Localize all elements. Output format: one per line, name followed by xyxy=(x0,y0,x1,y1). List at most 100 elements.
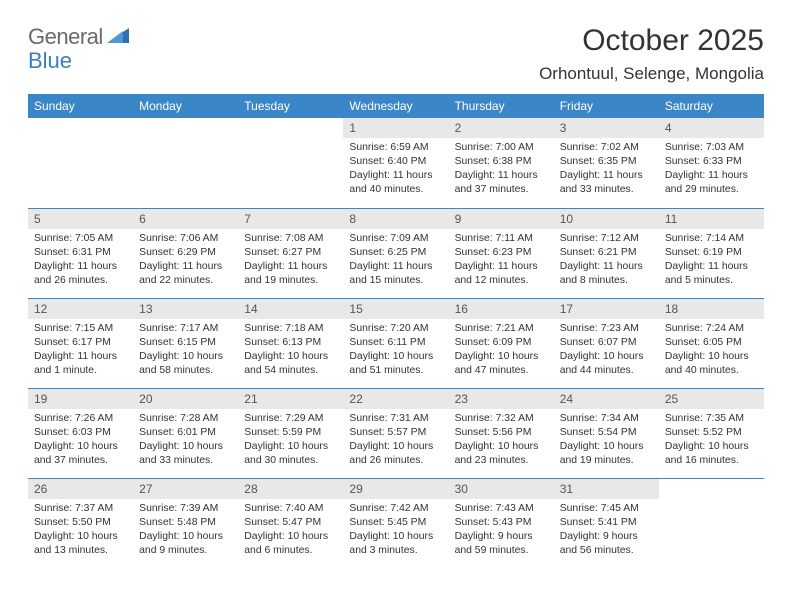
daylight-line: Daylight: 10 hours and 26 minutes. xyxy=(349,440,442,468)
day-details: Sunrise: 7:06 AMSunset: 6:29 PMDaylight:… xyxy=(133,229,238,294)
day-number: 12 xyxy=(28,299,133,319)
day-details: Sunrise: 7:37 AMSunset: 5:50 PMDaylight:… xyxy=(28,499,133,564)
sunset-line: Sunset: 5:52 PM xyxy=(665,426,758,440)
sunset-line: Sunset: 6:11 PM xyxy=(349,336,442,350)
sunrise-line: Sunrise: 7:18 AM xyxy=(244,322,337,336)
day-number: 27 xyxy=(133,479,238,499)
weekday-header: Saturday xyxy=(659,94,764,118)
daylight-line: Daylight: 10 hours and 13 minutes. xyxy=(34,530,127,558)
calendar-day-cell: 31Sunrise: 7:45 AMSunset: 5:41 PMDayligh… xyxy=(554,478,659,568)
daylight-line: Daylight: 10 hours and 33 minutes. xyxy=(139,440,232,468)
sunset-line: Sunset: 6:27 PM xyxy=(244,246,337,260)
daylight-line: Daylight: 10 hours and 16 minutes. xyxy=(665,440,758,468)
sunrise-line: Sunrise: 7:42 AM xyxy=(349,502,442,516)
sunrise-line: Sunrise: 7:24 AM xyxy=(665,322,758,336)
day-details: Sunrise: 7:20 AMSunset: 6:11 PMDaylight:… xyxy=(343,319,448,384)
calendar-day-cell: 30Sunrise: 7:43 AMSunset: 5:43 PMDayligh… xyxy=(449,478,554,568)
sunrise-line: Sunrise: 6:59 AM xyxy=(349,141,442,155)
sunrise-line: Sunrise: 7:32 AM xyxy=(455,412,548,426)
day-number: 6 xyxy=(133,209,238,229)
day-number: 25 xyxy=(659,389,764,409)
day-details: Sunrise: 7:35 AMSunset: 5:52 PMDaylight:… xyxy=(659,409,764,474)
daylight-line: Daylight: 10 hours and 44 minutes. xyxy=(560,350,653,378)
daylight-line: Daylight: 10 hours and 47 minutes. xyxy=(455,350,548,378)
daylight-line: Daylight: 11 hours and 5 minutes. xyxy=(665,260,758,288)
daylight-line: Daylight: 9 hours and 56 minutes. xyxy=(560,530,653,558)
sunrise-line: Sunrise: 7:40 AM xyxy=(244,502,337,516)
day-details: Sunrise: 7:26 AMSunset: 6:03 PMDaylight:… xyxy=(28,409,133,474)
calendar-empty-cell xyxy=(659,478,764,568)
daylight-line: Daylight: 11 hours and 22 minutes. xyxy=(139,260,232,288)
daylight-line: Daylight: 11 hours and 40 minutes. xyxy=(349,169,442,197)
sunrise-line: Sunrise: 7:15 AM xyxy=(34,322,127,336)
day-details: Sunrise: 7:08 AMSunset: 6:27 PMDaylight:… xyxy=(238,229,343,294)
calendar-empty-cell xyxy=(238,118,343,208)
day-details: Sunrise: 7:43 AMSunset: 5:43 PMDaylight:… xyxy=(449,499,554,564)
daylight-line: Daylight: 11 hours and 19 minutes. xyxy=(244,260,337,288)
calendar-day-cell: 26Sunrise: 7:37 AMSunset: 5:50 PMDayligh… xyxy=(28,478,133,568)
calendar-week-row: 26Sunrise: 7:37 AMSunset: 5:50 PMDayligh… xyxy=(28,478,764,568)
sunset-line: Sunset: 6:07 PM xyxy=(560,336,653,350)
sunrise-line: Sunrise: 7:43 AM xyxy=(455,502,548,516)
sunrise-line: Sunrise: 7:08 AM xyxy=(244,232,337,246)
day-number: 7 xyxy=(238,209,343,229)
calendar-day-cell: 11Sunrise: 7:14 AMSunset: 6:19 PMDayligh… xyxy=(659,208,764,298)
weekday-header: Monday xyxy=(133,94,238,118)
calendar-day-cell: 2Sunrise: 7:00 AMSunset: 6:38 PMDaylight… xyxy=(449,118,554,208)
calendar-day-cell: 16Sunrise: 7:21 AMSunset: 6:09 PMDayligh… xyxy=(449,298,554,388)
day-number: 11 xyxy=(659,209,764,229)
sunrise-line: Sunrise: 7:05 AM xyxy=(34,232,127,246)
day-details: Sunrise: 7:31 AMSunset: 5:57 PMDaylight:… xyxy=(343,409,448,474)
day-details: Sunrise: 7:02 AMSunset: 6:35 PMDaylight:… xyxy=(554,138,659,203)
calendar-empty-cell xyxy=(133,118,238,208)
day-number: 15 xyxy=(343,299,448,319)
sunrise-line: Sunrise: 7:09 AM xyxy=(349,232,442,246)
day-number: 29 xyxy=(343,479,448,499)
sunset-line: Sunset: 5:48 PM xyxy=(139,516,232,530)
day-details: Sunrise: 7:15 AMSunset: 6:17 PMDaylight:… xyxy=(28,319,133,384)
sunset-line: Sunset: 6:09 PM xyxy=(455,336,548,350)
day-details: Sunrise: 7:21 AMSunset: 6:09 PMDaylight:… xyxy=(449,319,554,384)
sunrise-line: Sunrise: 7:11 AM xyxy=(455,232,548,246)
calendar-day-cell: 12Sunrise: 7:15 AMSunset: 6:17 PMDayligh… xyxy=(28,298,133,388)
calendar-day-cell: 10Sunrise: 7:12 AMSunset: 6:21 PMDayligh… xyxy=(554,208,659,298)
sunrise-line: Sunrise: 7:20 AM xyxy=(349,322,442,336)
calendar-day-cell: 23Sunrise: 7:32 AMSunset: 5:56 PMDayligh… xyxy=(449,388,554,478)
day-number: 1 xyxy=(343,118,448,138)
day-number: 14 xyxy=(238,299,343,319)
sunset-line: Sunset: 6:15 PM xyxy=(139,336,232,350)
day-details: Sunrise: 7:11 AMSunset: 6:23 PMDaylight:… xyxy=(449,229,554,294)
day-details: Sunrise: 7:12 AMSunset: 6:21 PMDaylight:… xyxy=(554,229,659,294)
day-number: 20 xyxy=(133,389,238,409)
calendar-body: 1Sunrise: 6:59 AMSunset: 6:40 PMDaylight… xyxy=(28,118,764,568)
calendar-day-cell: 22Sunrise: 7:31 AMSunset: 5:57 PMDayligh… xyxy=(343,388,448,478)
sunset-line: Sunset: 6:19 PM xyxy=(665,246,758,260)
calendar-day-cell: 17Sunrise: 7:23 AMSunset: 6:07 PMDayligh… xyxy=(554,298,659,388)
sunset-line: Sunset: 6:05 PM xyxy=(665,336,758,350)
sunrise-line: Sunrise: 7:26 AM xyxy=(34,412,127,426)
sunrise-line: Sunrise: 7:39 AM xyxy=(139,502,232,516)
calendar-day-cell: 20Sunrise: 7:28 AMSunset: 6:01 PMDayligh… xyxy=(133,388,238,478)
sunset-line: Sunset: 6:23 PM xyxy=(455,246,548,260)
day-number: 30 xyxy=(449,479,554,499)
sunrise-line: Sunrise: 7:21 AM xyxy=(455,322,548,336)
day-details: Sunrise: 7:03 AMSunset: 6:33 PMDaylight:… xyxy=(659,138,764,203)
day-number: 24 xyxy=(554,389,659,409)
logo-word-1: General xyxy=(28,24,103,50)
calendar-day-cell: 1 Sunrise: 6:59 AMSunset: 6:40 PMDaylight… xyxy=(343,118,448,208)
sunset-line: Sunset: 6:29 PM xyxy=(139,246,232,260)
sunrise-line: Sunrise: 7:02 AM xyxy=(560,141,653,155)
day-number: 22 xyxy=(343,389,448,409)
daylight-line: Daylight: 10 hours and 3 minutes. xyxy=(349,530,442,558)
daylight-line: Daylight: 11 hours and 26 minutes. xyxy=(34,260,127,288)
day-details: Sunrise: 7:05 AMSunset: 6:31 PMDaylight:… xyxy=(28,229,133,294)
calendar-day-cell: 29Sunrise: 7:42 AMSunset: 5:45 PMDayligh… xyxy=(343,478,448,568)
sunset-line: Sunset: 5:54 PM xyxy=(560,426,653,440)
sunset-line: Sunset: 6:40 PM xyxy=(349,155,442,169)
sunset-line: Sunset: 6:33 PM xyxy=(665,155,758,169)
day-details: Sunrise: 7:09 AMSunset: 6:25 PMDaylight:… xyxy=(343,229,448,294)
day-number: 13 xyxy=(133,299,238,319)
day-number: 18 xyxy=(659,299,764,319)
daylight-line: Daylight: 10 hours and 37 minutes. xyxy=(34,440,127,468)
day-details: Sunrise: 7:34 AMSunset: 5:54 PMDaylight:… xyxy=(554,409,659,474)
